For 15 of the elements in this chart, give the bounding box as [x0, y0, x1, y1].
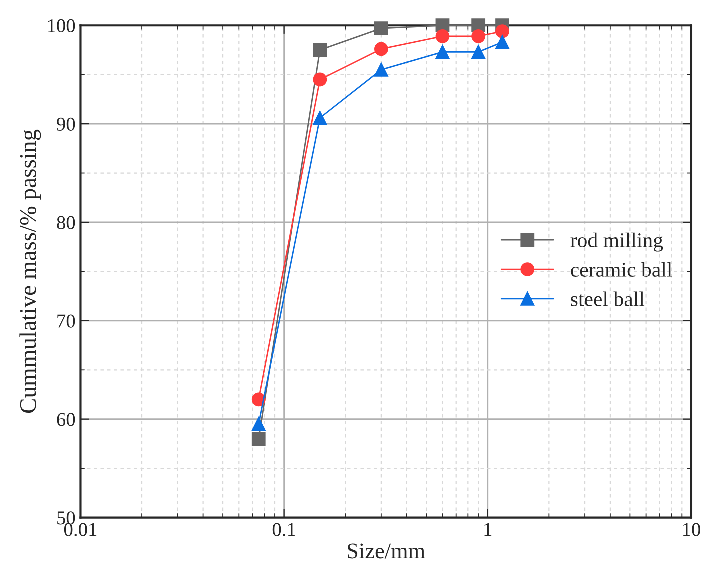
y-tick-label: 90 [57, 118, 76, 131]
y-tick-label: 80 [57, 216, 76, 230]
y-tick-label: 100 [48, 19, 76, 33]
legend-label: ceramic ball [571, 262, 672, 278]
legend-label: rod milling [570, 232, 664, 252]
y-tick-label: 60 [57, 413, 76, 426]
y-tick-label: 70 [58, 314, 76, 328]
y-tick-label: 50 [58, 512, 76, 525]
x-tick-label: 10 [683, 523, 700, 536]
x-axis-title: Size/mm [348, 544, 426, 559]
x-tick-label: 0.01 [64, 523, 97, 536]
y-axis-title: Cummulative mass/% passing [20, 130, 42, 414]
legend-label: steel ball [571, 292, 645, 306]
x-tick-label: 0.1 [272, 523, 296, 536]
x-tick-label: 1 [484, 523, 492, 536]
